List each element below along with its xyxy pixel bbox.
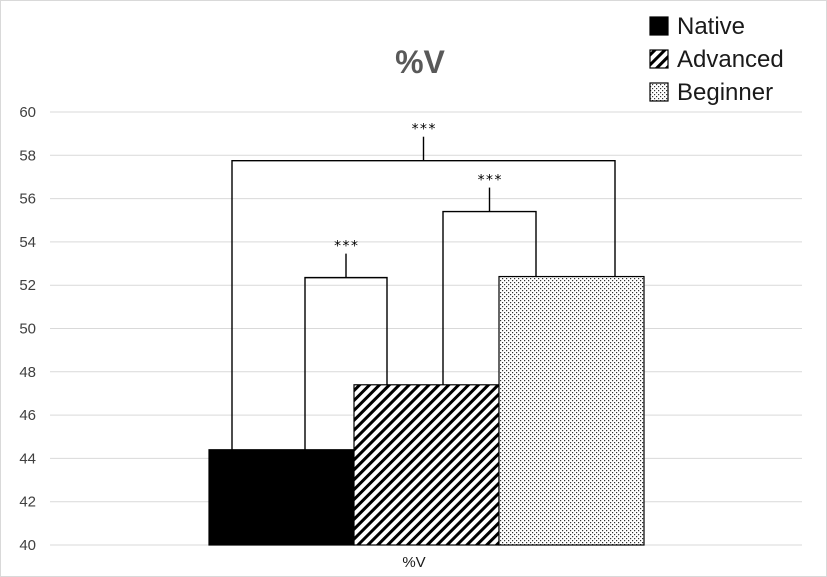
y-tick-label: 40 (19, 537, 36, 554)
legend-label-beginner: Beginner (677, 79, 773, 106)
legend-label-advanced: Advanced (677, 46, 784, 73)
gridlines (50, 111, 802, 546)
y-axis-ticks: 40 42 44 46 48 50 52 54 56 58 60 (19, 104, 36, 554)
y-tick-label: 58 (19, 147, 36, 164)
significance-label: *** (411, 122, 436, 138)
legend: Native Advanced Beginner (649, 13, 784, 106)
y-tick-label: 50 (19, 321, 36, 338)
legend-swatch-advanced (649, 49, 669, 69)
y-tick-label: 48 (19, 364, 36, 381)
y-tick-label: 60 (19, 104, 36, 121)
category-label: %V (402, 554, 425, 571)
y-tick-label: 52 (19, 277, 36, 294)
legend-swatch-beginner (649, 82, 669, 102)
y-tick-label: 56 (19, 191, 36, 208)
legend-swatch-native (649, 16, 669, 36)
bars (208, 275, 645, 546)
y-tick-label: 54 (19, 234, 36, 251)
significance-label: *** (477, 173, 502, 189)
significance-label: *** (333, 239, 358, 255)
significance-brackets: *** *** *** (231, 122, 616, 450)
bar-advanced (353, 384, 500, 546)
y-tick-label: 42 (19, 494, 36, 511)
bar-native (208, 449, 355, 546)
y-tick-label: 46 (19, 407, 36, 424)
y-tick-label: 44 (19, 450, 36, 467)
chart-title: %V (395, 44, 445, 80)
legend-label-native: Native (677, 13, 745, 40)
bar-beginner (498, 275, 645, 546)
